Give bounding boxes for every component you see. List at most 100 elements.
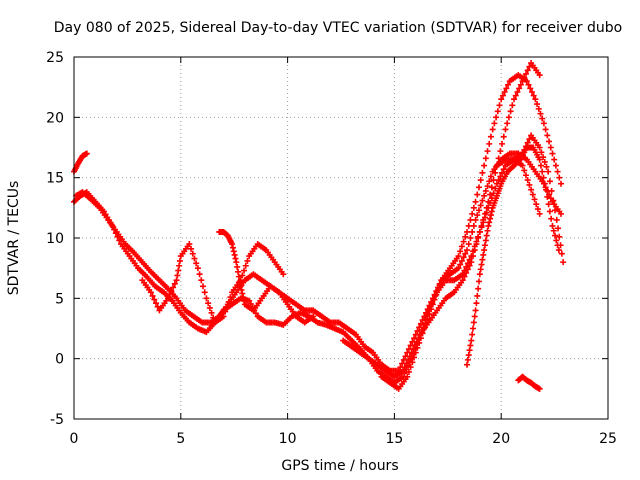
- data-point-marker: [489, 126, 496, 133]
- data-point-marker: [525, 81, 532, 88]
- data-point-marker: [463, 269, 470, 276]
- data-point-marker: [501, 88, 508, 95]
- data-point-marker: [473, 300, 480, 307]
- data-point-marker: [205, 300, 212, 307]
- data-point-marker: [471, 313, 478, 320]
- data-point-marker: [536, 144, 543, 151]
- data-point-marker: [404, 373, 411, 380]
- data-point-marker: [540, 154, 547, 161]
- data-point-marker: [153, 300, 160, 307]
- y-tick-label: 20: [46, 110, 64, 126]
- data-point-marker: [405, 368, 412, 375]
- data-point-marker: [482, 237, 489, 244]
- data-point-marker: [505, 114, 512, 121]
- data-point-marker: [550, 227, 557, 234]
- data-point-marker: [222, 308, 229, 315]
- data-point-marker: [234, 263, 241, 270]
- data-point-marker: [469, 228, 476, 235]
- series-track-e: [464, 144, 562, 368]
- data-point-marker: [464, 361, 471, 368]
- data-point-marker: [407, 364, 414, 371]
- data-point-marker: [186, 241, 193, 248]
- data-point-marker: [83, 150, 90, 157]
- data-point-marker: [481, 192, 488, 199]
- series-track-g: [71, 150, 90, 175]
- data-point-marker: [555, 225, 562, 232]
- data-point-marker: [457, 248, 464, 255]
- data-point-marker: [529, 191, 536, 198]
- data-point-marker: [485, 198, 492, 205]
- data-point-marker: [498, 96, 505, 103]
- data-point-marker: [477, 177, 484, 184]
- data-point-marker: [230, 248, 237, 255]
- x-axis-label: GPS time / hours: [281, 458, 398, 474]
- data-point-marker: [491, 120, 498, 127]
- data-point-marker: [208, 309, 215, 316]
- data-point-marker: [237, 283, 244, 290]
- data-point-marker: [560, 259, 567, 266]
- data-point-marker: [472, 307, 479, 314]
- data-point-marker: [164, 295, 171, 302]
- data-point-marker: [479, 197, 486, 204]
- data-point-marker: [522, 70, 529, 77]
- data-point-marker: [540, 174, 547, 181]
- data-point-marker: [423, 309, 430, 316]
- data-point-marker: [465, 241, 472, 248]
- data-point-marker: [170, 284, 177, 291]
- series-track-i: [216, 228, 317, 326]
- data-point-marker: [466, 347, 473, 354]
- data-point-marker: [459, 277, 466, 284]
- data-point-marker: [524, 67, 531, 74]
- data-point-marker: [240, 294, 247, 301]
- x-tick-label: 0: [70, 431, 79, 447]
- data-point-marker: [487, 215, 494, 222]
- data-point-marker: [538, 149, 545, 156]
- data-point-marker: [544, 193, 551, 200]
- data-point-marker: [229, 241, 236, 248]
- data-point-marker: [517, 81, 524, 88]
- chart-title: Day 080 of 2025, Sidereal Day-to-day VTE…: [54, 20, 622, 36]
- data-point-marker: [460, 238, 467, 245]
- data-point-marker: [482, 155, 489, 162]
- x-tick-label: 20: [492, 431, 510, 447]
- data-point-marker: [198, 277, 205, 284]
- data-point-marker: [223, 303, 230, 310]
- data-point-marker: [540, 120, 547, 127]
- data-point-marker: [499, 92, 506, 99]
- data-point-marker: [511, 96, 518, 103]
- data-point-marker: [481, 242, 488, 249]
- data-point-marker: [539, 115, 546, 122]
- data-point-marker: [191, 255, 198, 262]
- data-point-marker: [546, 208, 553, 215]
- data-point-marker: [488, 208, 495, 215]
- data-point-marker: [497, 148, 504, 155]
- data-point-marker: [436, 282, 443, 289]
- data-point-marker: [519, 162, 526, 169]
- data-point-marker: [480, 251, 487, 258]
- data-point-marker: [468, 337, 475, 344]
- data-point-marker: [537, 110, 544, 117]
- data-point-marker: [479, 169, 486, 176]
- data-point-marker: [469, 331, 476, 338]
- data-point-marker: [543, 186, 550, 193]
- data-point-marker: [241, 267, 248, 274]
- grid-lines: [74, 57, 608, 419]
- series-track-f: [493, 132, 567, 266]
- data-point-marker: [411, 354, 418, 361]
- data-point-marker: [528, 88, 535, 95]
- data-point-marker: [502, 126, 509, 133]
- axis-ticks: 0 5 10 15 20 25 -5 0 5 10 15 20 25: [46, 50, 617, 447]
- y-tick-label: 25: [46, 50, 64, 66]
- data-point-marker: [461, 273, 468, 280]
- data-point-marker: [495, 155, 502, 162]
- data-point-marker: [558, 210, 565, 217]
- data-point-marker: [477, 202, 484, 209]
- data-point-marker: [546, 178, 553, 185]
- data-point-marker: [522, 172, 529, 179]
- x-tick-label: 25: [599, 431, 617, 447]
- data-point-marker: [551, 156, 558, 163]
- data-point-marker: [200, 283, 207, 290]
- data-point-marker: [558, 250, 565, 257]
- data-point-marker: [534, 101, 541, 108]
